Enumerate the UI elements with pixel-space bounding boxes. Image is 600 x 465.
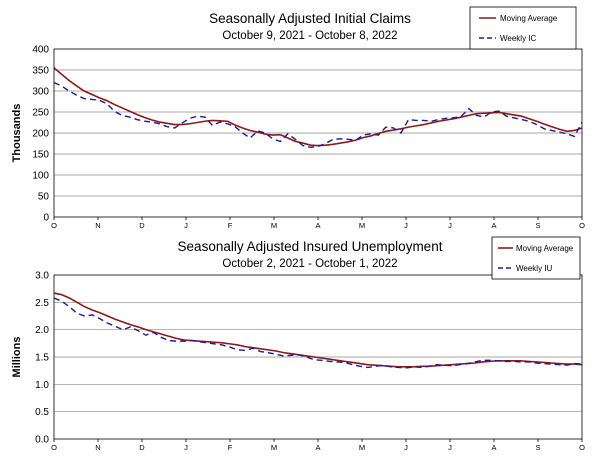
chart-subtitle: October 2, 2021 - October 1, 2022	[222, 258, 397, 270]
x-tick-label: N	[95, 221, 100, 230]
x-tick-label: F	[228, 443, 233, 452]
x-tick-label: A	[315, 443, 320, 452]
x-tick-label: O	[579, 443, 585, 452]
series-line-moving-average	[53, 67, 583, 147]
x-tick-label: O	[579, 221, 585, 230]
series-line-weekly-ic	[53, 81, 583, 148]
legend-box	[469, 6, 577, 50]
x-tick-label: M	[271, 443, 277, 452]
y-tick-labels: 0.0 0.5 1.0 1.5 2.0 2.5 3.0	[35, 271, 49, 446]
legend: Moving Average Weekly IU	[491, 236, 581, 280]
y-tick-label: 2.5	[35, 298, 49, 309]
chart-title: Seasonally Adjusted Insured Unemployment	[178, 239, 443, 254]
y-tick-label: 200	[32, 129, 49, 140]
legend-label-weekly-iu: Weekly IU	[516, 264, 553, 273]
y-tick-label: 250	[32, 108, 49, 119]
series-line-moving-average	[53, 292, 583, 368]
x-tick-label: A	[315, 221, 320, 230]
series-line-weekly-iu	[53, 297, 583, 369]
chart-subtitle: October 9, 2021 - October 8, 2022	[222, 30, 397, 42]
x-tick-label: J	[184, 443, 188, 452]
y-tick-label: 0.5	[35, 407, 49, 418]
y-tick-label: 2.0	[35, 325, 49, 336]
x-tick-label: J	[404, 443, 408, 452]
y-tick-label: 1.0	[35, 380, 49, 391]
x-tick-label: M	[271, 221, 277, 230]
x-tick-label: D	[139, 221, 145, 230]
data-points	[54, 68, 582, 147]
legend-label-weekly-ic: Weekly IC	[500, 34, 537, 43]
plot-frame	[53, 48, 583, 218]
x-tick-label: F	[228, 221, 233, 230]
chart-title: Seasonally Adjusted Initial Claims	[209, 11, 411, 26]
y-tick-label: 150	[32, 150, 49, 161]
x-tick-label: J	[448, 221, 452, 230]
plot-frame	[53, 274, 583, 440]
initial-claims-chart: Seasonally Adjusted Initial Claims Octob…	[11, 6, 585, 230]
y-tick-label: 1.5	[35, 353, 49, 364]
legend-label-moving-average: Moving Average	[500, 14, 558, 23]
y-axis-label: Millions	[11, 337, 23, 378]
x-tick-label: O	[51, 221, 57, 230]
x-tick-label: M	[359, 221, 365, 230]
grid	[54, 301, 582, 413]
x-tick-label: J	[404, 221, 408, 230]
legend-label-moving-average: Moving Average	[516, 244, 574, 253]
insured-unemployment-chart: Seasonally Adjusted Insured Unemployment…	[11, 236, 585, 452]
y-tick-label: 300	[32, 87, 49, 98]
x-tick-label: O	[51, 443, 57, 452]
x-tick-label: A	[491, 443, 496, 452]
y-tick-label: 3.0	[35, 271, 49, 282]
x-tick-label: D	[139, 443, 145, 452]
legend-box	[491, 236, 581, 280]
y-axis-label: Thousands	[11, 104, 23, 163]
y-tick-label: 100	[32, 171, 49, 182]
legend: Moving Average Weekly IC	[469, 6, 577, 50]
grid	[54, 69, 582, 197]
x-tick-label: M	[359, 443, 365, 452]
y-tick-label: 0	[43, 213, 49, 224]
x-tick-label: S	[535, 443, 540, 452]
y-tick-label: 350	[32, 66, 49, 77]
x-tick-label: N	[95, 443, 100, 452]
x-tick-label: S	[535, 221, 540, 230]
y-tick-label: 50	[38, 192, 50, 203]
y-tick-label: 400	[32, 45, 49, 56]
y-tick-labels: 0 50 100 150 200 250 300 350 400	[32, 45, 49, 224]
x-tick-label: J	[184, 221, 188, 230]
y-tick-label: 0.0	[35, 435, 49, 446]
x-tick-label: J	[448, 443, 452, 452]
x-tick-label: A	[491, 221, 496, 230]
